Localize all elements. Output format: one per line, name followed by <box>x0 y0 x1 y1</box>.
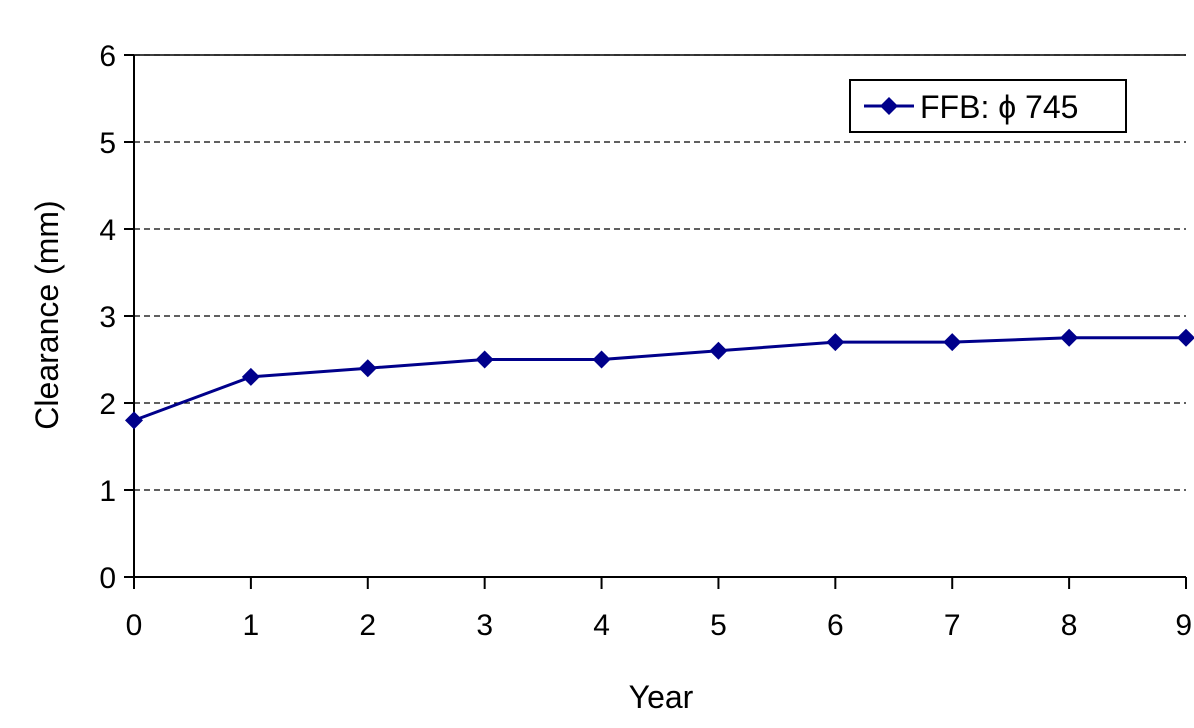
x-tick-label-2: 2 <box>359 609 376 642</box>
x-tick-label-4: 4 <box>593 609 610 642</box>
y-axis-title: Clearance (mm) <box>29 200 65 429</box>
x-tick-label-1: 1 <box>243 609 260 642</box>
legend-label: FFB: ϕ 745 <box>920 89 1078 125</box>
x-tick-label-0: 0 <box>126 609 143 642</box>
data-point-year-9 <box>1177 328 1194 347</box>
x-tick-label-9: 9 <box>1175 609 1192 642</box>
y-tick-labels: 0 1 2 3 4 5 6 <box>99 40 116 595</box>
x-tick-label-7: 7 <box>944 609 961 642</box>
data-point-year-2 <box>358 359 377 378</box>
y-tick-label-6: 6 <box>99 40 116 73</box>
axes <box>124 54 1187 589</box>
y-tick-label-3: 3 <box>99 301 116 334</box>
x-tick-label-5: 5 <box>710 609 727 642</box>
x-tick-label-3: 3 <box>476 609 493 642</box>
data-point-year-1 <box>241 367 260 386</box>
y-tick-label-2: 2 <box>99 388 116 421</box>
legend: FFB: ϕ 745 <box>849 79 1127 133</box>
data-point-year-5 <box>709 341 728 360</box>
data-point-year-8 <box>1060 328 1079 347</box>
y-tick-label-1: 1 <box>99 475 116 508</box>
x-axis-title: Year <box>629 679 694 715</box>
x-tick-labels: 0 1 2 3 4 5 6 7 8 9 <box>126 609 1192 642</box>
data-point-year-0 <box>125 411 143 430</box>
y-tick-label-0: 0 <box>99 562 116 595</box>
series-layer <box>125 328 1194 430</box>
series-line-0 <box>133 336 1186 422</box>
x-tick-label-8: 8 <box>1061 609 1078 642</box>
data-point-year-7 <box>943 333 962 352</box>
legend-diamond-marker <box>880 97 898 115</box>
data-point-year-4 <box>592 350 611 369</box>
data-point-year-3 <box>475 350 494 369</box>
x-tick-label-6: 6 <box>827 609 844 642</box>
y-tick-label-5: 5 <box>99 127 116 160</box>
y-tick-label-4: 4 <box>99 214 116 247</box>
data-point-year-6 <box>826 333 845 352</box>
